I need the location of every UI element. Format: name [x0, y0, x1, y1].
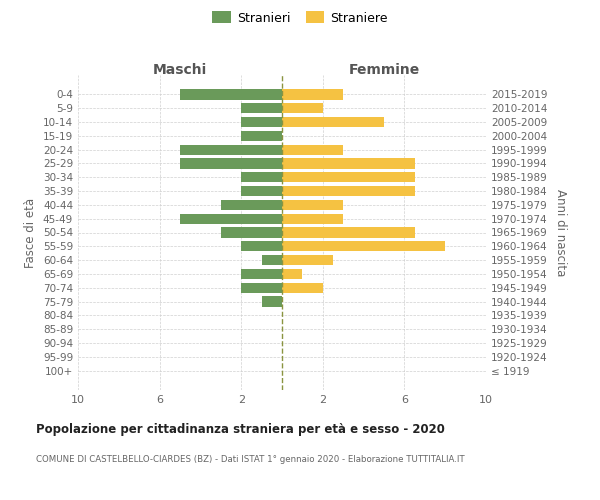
Bar — [241, 130, 282, 141]
Bar — [282, 255, 333, 266]
Bar — [282, 214, 343, 224]
Bar — [221, 228, 282, 237]
Bar — [282, 268, 302, 279]
Text: Femmine: Femmine — [349, 62, 419, 76]
Text: Popolazione per cittadinanza straniera per età e sesso - 2020: Popolazione per cittadinanza straniera p… — [36, 422, 445, 436]
Y-axis label: Anni di nascita: Anni di nascita — [554, 189, 567, 276]
Bar — [180, 90, 282, 100]
Bar — [241, 186, 282, 196]
Bar — [282, 200, 343, 210]
Bar — [282, 103, 323, 114]
Bar — [241, 282, 282, 293]
Bar — [282, 186, 415, 196]
Text: COMUNE DI CASTELBELLO-CIARDES (BZ) - Dati ISTAT 1° gennaio 2020 - Elaborazione T: COMUNE DI CASTELBELLO-CIARDES (BZ) - Dat… — [36, 455, 464, 464]
Bar — [282, 172, 415, 182]
Bar — [282, 158, 415, 168]
Bar — [180, 144, 282, 155]
Bar — [180, 158, 282, 168]
Bar — [282, 117, 384, 128]
Bar — [282, 90, 343, 100]
Bar — [282, 228, 415, 237]
Legend: Stranieri, Straniere: Stranieri, Straniere — [207, 6, 393, 30]
Bar — [241, 117, 282, 128]
Bar — [262, 296, 282, 306]
Bar — [241, 268, 282, 279]
Bar — [180, 214, 282, 224]
Bar — [221, 200, 282, 210]
Bar — [282, 282, 323, 293]
Bar — [241, 241, 282, 252]
Bar — [262, 255, 282, 266]
Y-axis label: Fasce di età: Fasce di età — [25, 198, 37, 268]
Bar — [282, 241, 445, 252]
Bar — [241, 103, 282, 114]
Bar — [241, 172, 282, 182]
Text: Maschi: Maschi — [153, 62, 207, 76]
Bar — [282, 144, 343, 155]
